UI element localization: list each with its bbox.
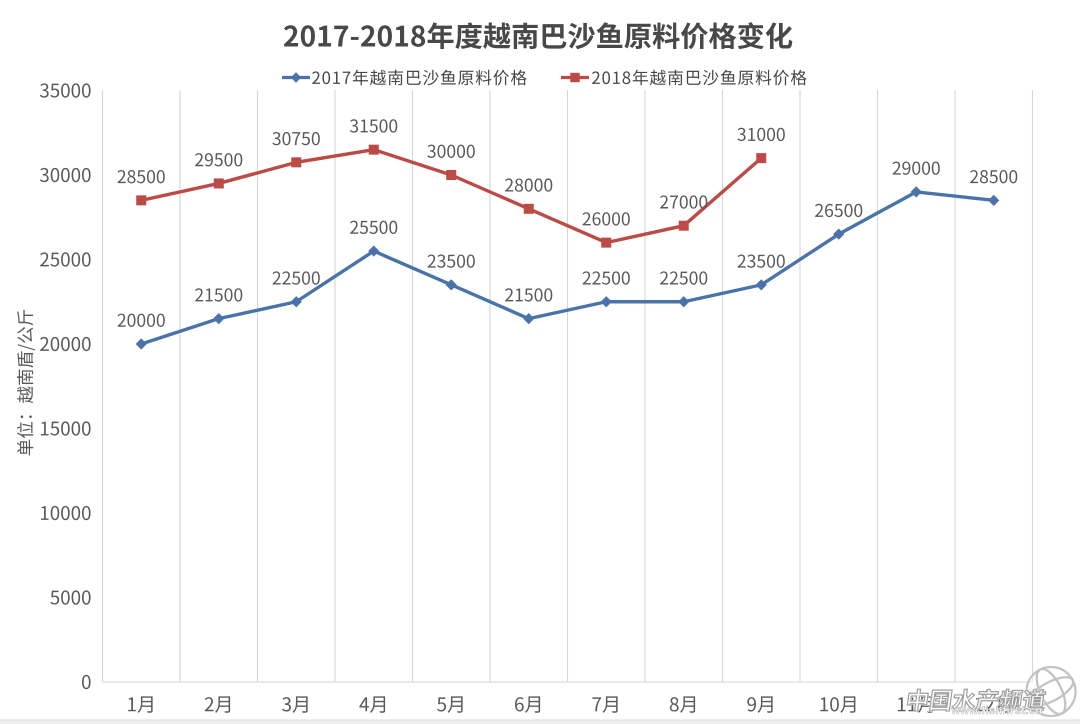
svg-text:www.fishfirst.cn: www.fishfirst.cn <box>951 705 1043 717</box>
